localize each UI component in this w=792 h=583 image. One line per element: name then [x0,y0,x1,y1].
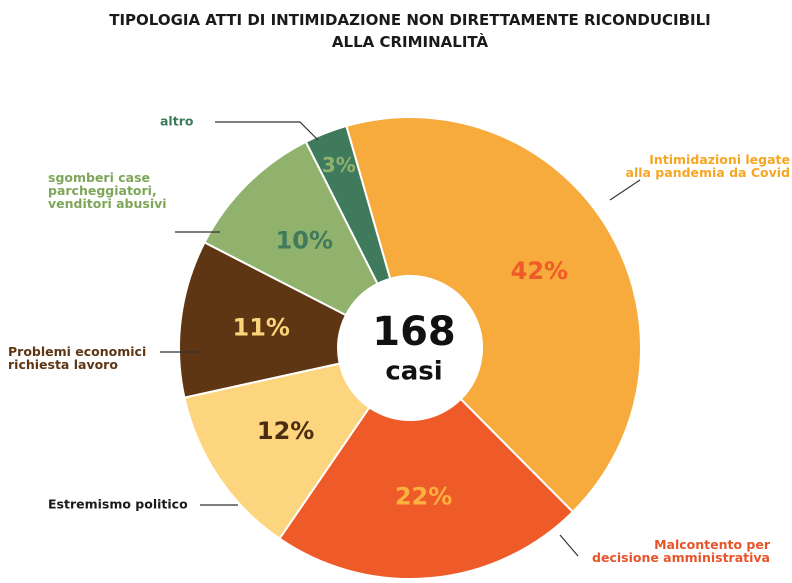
total-value: 168 [372,309,456,355]
total-label: casi [385,357,442,387]
value-label: 22% [395,482,452,510]
leader-line [215,121,319,141]
chart-title: TIPOLOGIA ATTI DI INTIMIDAZIONE NON DIRE… [109,11,711,51]
value-label: 12% [257,417,314,445]
category-label: sgomberi case parcheggiatori, venditori ab… [48,170,167,211]
value-label: 42% [511,257,568,285]
leader-line [559,534,579,557]
donut-hole [338,276,482,420]
category-label: Estremismo politico [48,497,188,512]
value-label: 11% [233,314,290,342]
category-label: Problemi economici richiesta lavoro [8,344,146,372]
category-label: Intimidazioni legate alla pandemia da Cov… [626,152,790,180]
leader-line [609,179,641,201]
category-label: altro [160,114,194,129]
category-label: Malcontento per decisione amministrativa [592,537,771,565]
value-label: 10% [276,227,333,255]
value-label: 3% [322,153,356,177]
